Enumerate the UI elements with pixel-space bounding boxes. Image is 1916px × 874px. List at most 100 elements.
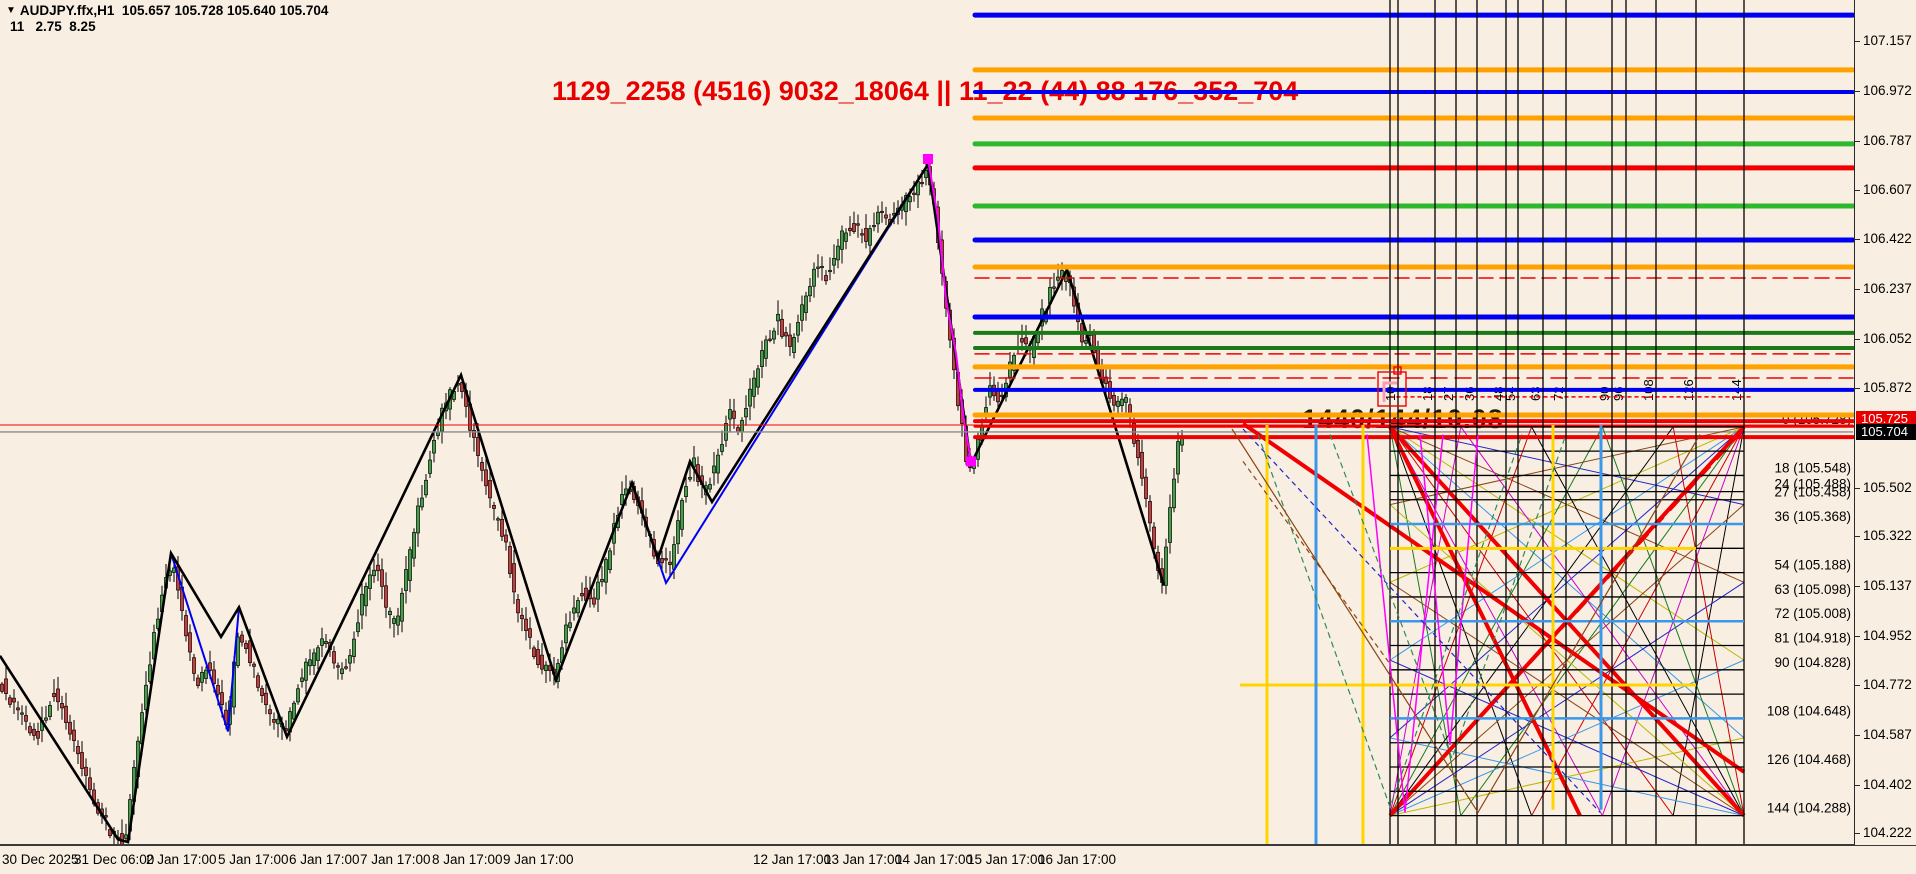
candle-body bbox=[88, 777, 92, 790]
candle-body bbox=[516, 599, 520, 614]
price-tick-mark bbox=[1855, 339, 1860, 341]
candle-body bbox=[820, 265, 824, 269]
candle-body bbox=[1104, 376, 1108, 384]
candle-body bbox=[708, 484, 712, 490]
gann-level-label: 36 (105.368) bbox=[1774, 509, 1851, 524]
candle-body bbox=[316, 647, 320, 661]
candle-body bbox=[28, 726, 32, 734]
candle-body bbox=[1144, 476, 1148, 499]
candle-body bbox=[776, 313, 780, 322]
candle-body bbox=[244, 643, 248, 650]
candle-body bbox=[80, 752, 84, 769]
zigzag-blue bbox=[170, 552, 240, 732]
candle-body bbox=[600, 578, 604, 583]
candle-body bbox=[800, 304, 804, 321]
candle-body bbox=[1020, 338, 1024, 343]
price-tick-mark bbox=[1855, 636, 1860, 638]
candle-body bbox=[808, 286, 812, 297]
candle-body bbox=[24, 715, 28, 722]
time-axis[interactable]: 30 Dec 2025 31 Dec 06:00 2 Jan 17:00 5 Jan … bbox=[0, 845, 1916, 874]
candle-body bbox=[664, 558, 668, 561]
candle-body bbox=[108, 829, 112, 837]
candle-body bbox=[996, 390, 1000, 403]
gann-level-label: 54 (105.188) bbox=[1774, 558, 1851, 573]
candle-body bbox=[1172, 478, 1176, 509]
candle-body bbox=[496, 518, 500, 521]
candle-body bbox=[736, 427, 740, 433]
candle-body bbox=[712, 465, 716, 474]
price-tick-label: 104.587 bbox=[1863, 726, 1912, 742]
candle-body bbox=[912, 192, 916, 195]
candle-body bbox=[856, 223, 860, 226]
candle-body bbox=[564, 624, 568, 644]
candle-body bbox=[780, 318, 784, 337]
swing-marker-square bbox=[966, 456, 976, 467]
candle-body bbox=[772, 330, 776, 340]
price-axis[interactable]: 105.725 105.704 107.157 106.972 106.787 106… bbox=[1854, 0, 1916, 845]
candle-body bbox=[672, 544, 676, 570]
candle-body bbox=[304, 661, 308, 681]
candle-body bbox=[308, 659, 312, 667]
time-tick-label: 9 Jan 17:00 bbox=[503, 852, 574, 867]
candle-body bbox=[1176, 441, 1180, 475]
origin-marker-square bbox=[1393, 366, 1402, 375]
time-tick-label: 15 Jan 17:00 bbox=[967, 852, 1046, 867]
candle-body bbox=[68, 721, 72, 735]
candle-body bbox=[368, 574, 372, 589]
price-tick-label: 106.237 bbox=[1863, 281, 1912, 297]
time-tick-label: 7 Jan 17:00 bbox=[360, 852, 431, 867]
gann-red-diagonal bbox=[1241, 421, 1746, 774]
decor-line bbox=[1329, 434, 1567, 761]
candle-body bbox=[504, 534, 508, 543]
candle-body bbox=[816, 266, 820, 269]
candle-body bbox=[492, 504, 496, 509]
candle-body bbox=[1084, 340, 1088, 344]
candle-body bbox=[208, 662, 212, 671]
candle-body bbox=[84, 766, 88, 776]
gann-level-label: 63 (105.098) bbox=[1774, 582, 1851, 597]
candle-body bbox=[296, 688, 300, 703]
symbol-title: ▼ AUDJPY.ffx,H1 105.657 105.728 105.640 1… bbox=[6, 3, 328, 18]
candle-body bbox=[332, 651, 336, 664]
price-tick-mark bbox=[1855, 684, 1860, 686]
candle-body bbox=[604, 559, 608, 583]
candle-body bbox=[144, 684, 148, 710]
candle-body bbox=[420, 497, 424, 508]
candle-body bbox=[1116, 400, 1120, 407]
candle-body bbox=[544, 664, 548, 671]
candle-body bbox=[388, 610, 392, 616]
candle-body bbox=[4, 678, 8, 694]
candle-body bbox=[716, 454, 720, 474]
candle-body bbox=[412, 532, 416, 559]
gann-level-label: 108 (104.648) bbox=[1767, 703, 1851, 718]
candle-body bbox=[1124, 397, 1128, 403]
candle-body bbox=[1052, 286, 1056, 289]
candle-body bbox=[8, 697, 12, 705]
chart-dropdown-icon[interactable]: ▼ bbox=[6, 5, 16, 16]
candle-body bbox=[836, 245, 840, 261]
candle-body bbox=[436, 431, 440, 436]
candle-body bbox=[536, 649, 540, 665]
candle-body bbox=[32, 728, 36, 736]
candle-body bbox=[804, 295, 808, 313]
candle-body bbox=[1148, 501, 1152, 524]
candle-body bbox=[220, 692, 224, 705]
chart-canvas[interactable]: 0 (105.728)18 (105.548)24 (105.488)27 (1… bbox=[0, 0, 1854, 845]
candle-body bbox=[1024, 337, 1028, 345]
price-tick-label: 105.502 bbox=[1863, 479, 1912, 495]
price-tick-mark bbox=[1855, 833, 1860, 835]
time-tick-label: 14 Jan 17:00 bbox=[895, 852, 974, 867]
candle-body bbox=[620, 494, 624, 506]
candle-body bbox=[484, 469, 488, 487]
candle-body bbox=[812, 268, 816, 287]
time-tick-label: 5 Jan 17:00 bbox=[218, 852, 289, 867]
candle-body bbox=[668, 561, 672, 565]
candle-body bbox=[568, 622, 572, 628]
origin-marker-box bbox=[1377, 371, 1407, 407]
price-tick-label: 106.052 bbox=[1863, 331, 1912, 347]
decor-line bbox=[1419, 434, 1479, 745]
candle-body bbox=[324, 641, 328, 644]
candle-body bbox=[1132, 422, 1136, 444]
gann-level-label: 144 (104.288) bbox=[1767, 801, 1851, 816]
candle-body bbox=[36, 730, 40, 739]
